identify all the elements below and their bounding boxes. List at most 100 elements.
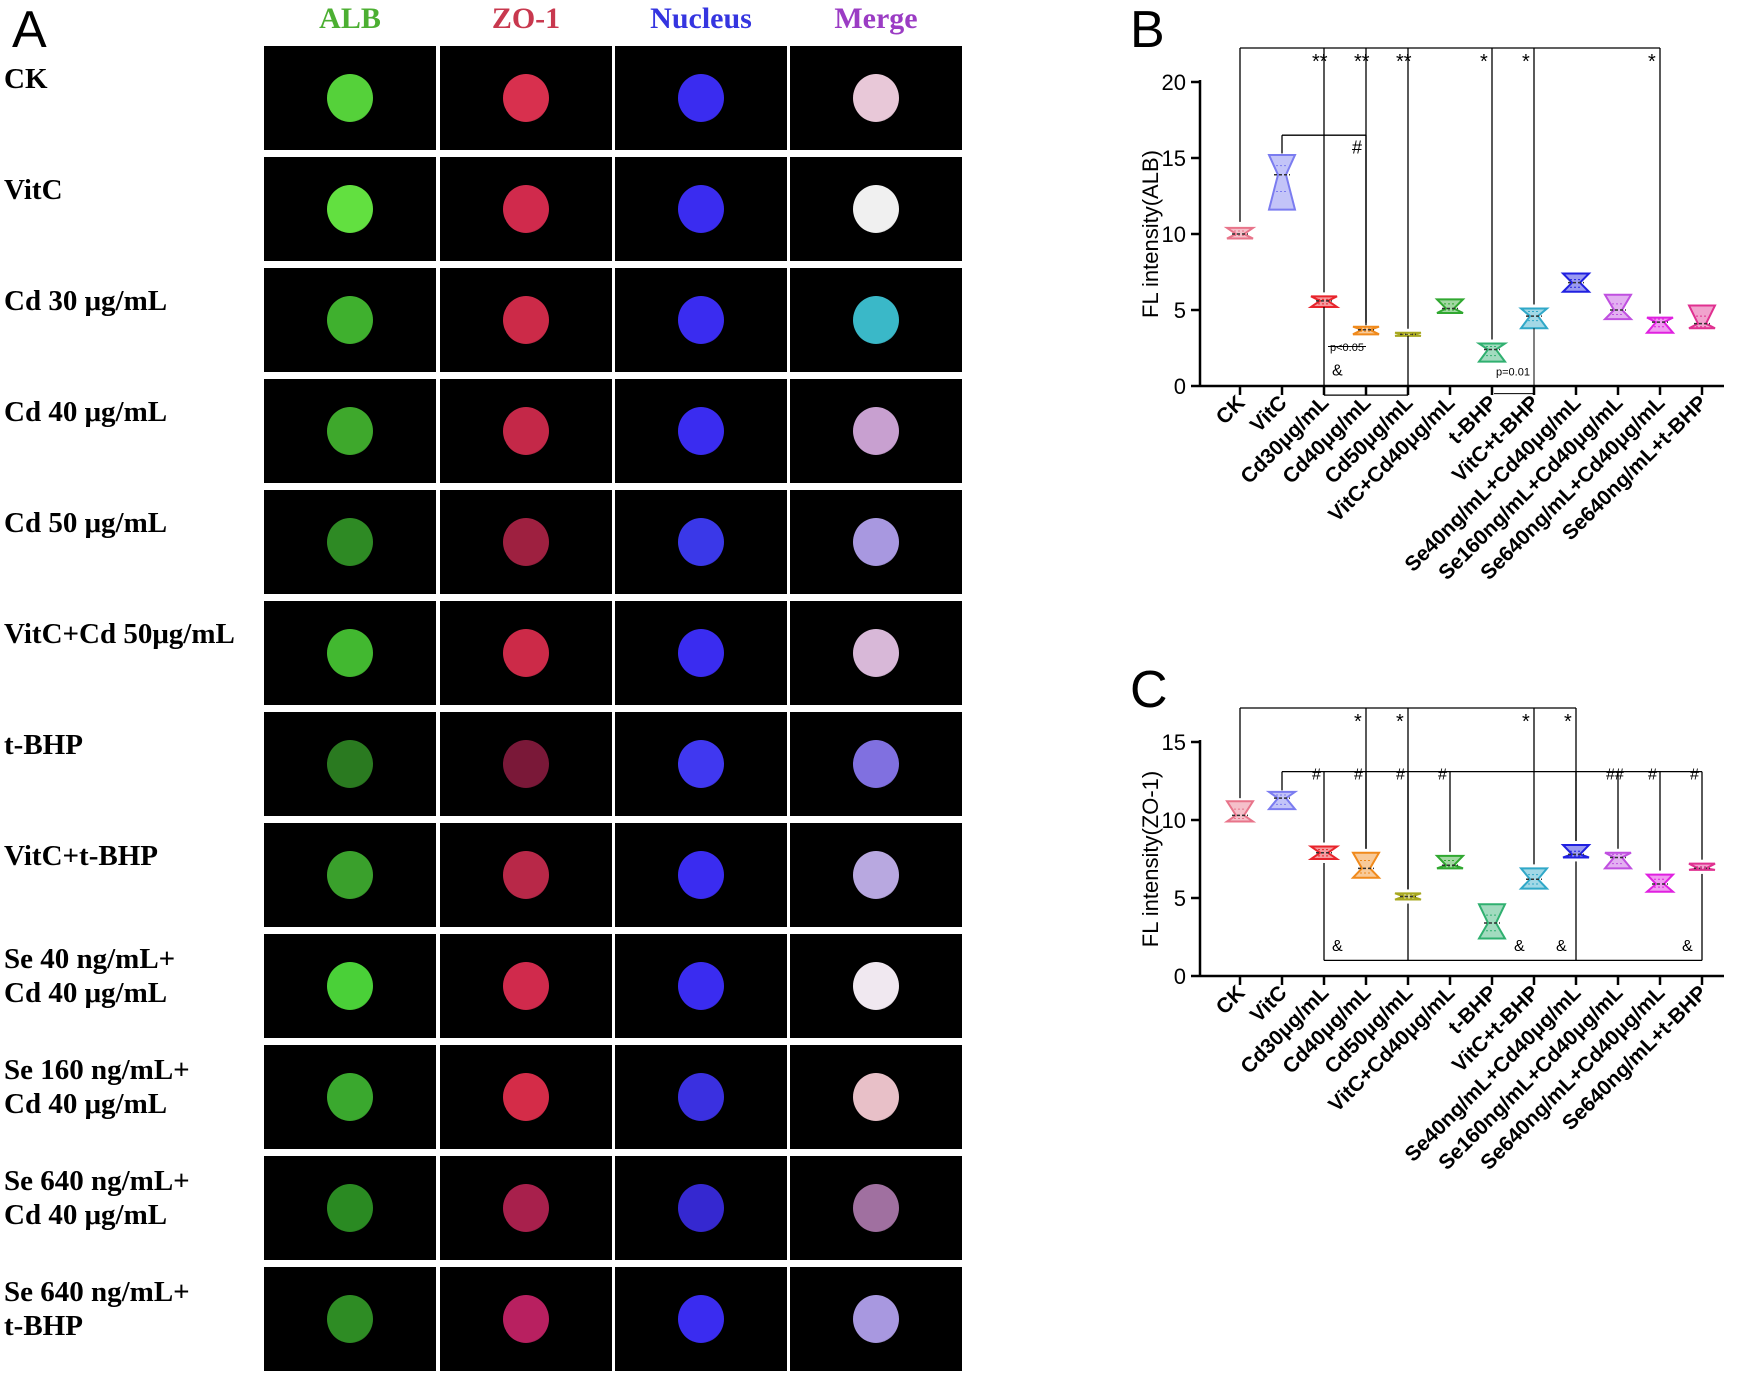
row-label-line: Se 640 ng/mL+ — [4, 1165, 190, 1197]
stained-cell-blob — [503, 74, 549, 122]
violin-Cd30μg/mL — [1307, 295, 1341, 308]
significance-annotation: # — [1438, 766, 1447, 783]
micrograph-cell — [615, 934, 787, 1038]
stained-cell-blob — [503, 1295, 549, 1343]
significance-annotation: # — [1312, 766, 1321, 783]
stained-cell-blob — [853, 74, 899, 122]
violin-t-BHP — [1477, 903, 1507, 940]
violin-VitC+Cd40μg/mL — [1434, 298, 1466, 315]
significance-annotation: * — [1354, 711, 1362, 733]
micrograph-cell — [790, 601, 962, 705]
micrograph-cell — [790, 379, 962, 483]
stained-cell-blob — [327, 518, 373, 566]
row-label-line: Cd 40 μg/mL — [4, 977, 168, 1009]
stained-cell-blob — [503, 851, 549, 899]
micrograph-cell — [440, 823, 612, 927]
significance-annotation: # — [1648, 766, 1657, 783]
significance-annotation: # — [1396, 766, 1405, 783]
y-tick-label: 10 — [1162, 808, 1186, 833]
violin-VitC — [1267, 153, 1297, 211]
stained-cell-blob — [503, 1073, 549, 1121]
significance-annotation: ** — [1396, 51, 1412, 73]
micrograph-cell — [615, 268, 787, 372]
micrograph-cell — [264, 157, 436, 261]
significance-annotation: # — [1354, 766, 1363, 783]
stained-cell-blob — [503, 740, 549, 788]
stained-cell-blob — [853, 296, 899, 344]
y-axis-label: FL intensity(ALB) — [1138, 150, 1163, 318]
micrograph-cell — [615, 46, 787, 150]
stained-cell-blob — [503, 407, 549, 455]
micrograph-cell — [440, 46, 612, 150]
micrograph-cell — [440, 379, 612, 483]
violin-Cd40μg/mL — [1352, 325, 1380, 336]
micrograph-cell — [440, 601, 612, 705]
violin-VitC — [1265, 790, 1299, 811]
stained-cell-blob — [503, 1184, 549, 1232]
violin-Se640ng/mL+t-BHP — [1687, 304, 1717, 330]
micrograph-cell — [615, 157, 787, 261]
micrograph-cell — [264, 601, 436, 705]
stained-cell-blob — [853, 1184, 899, 1232]
micrograph-cell — [790, 157, 962, 261]
stained-cell-blob — [327, 740, 373, 788]
micrograph-cell — [615, 601, 787, 705]
micrograph-cell — [440, 268, 612, 372]
column-header-nucleus: Nucleus — [650, 2, 752, 35]
stained-cell-blob — [678, 740, 724, 788]
row-label: Cd 50 μg/mL — [4, 506, 264, 540]
significance-annotation: # — [1352, 137, 1362, 157]
significance-annotation: & — [1682, 938, 1693, 955]
stained-cell-blob — [678, 518, 724, 566]
stained-cell-blob — [327, 407, 373, 455]
violin-VitC+t-BHP — [1518, 867, 1550, 890]
significance-annotation: * — [1564, 711, 1572, 733]
row-label: CK — [4, 62, 264, 96]
x-tick-label: CK — [1212, 391, 1250, 429]
stained-cell-blob — [678, 1073, 724, 1121]
micrograph-cell — [440, 1156, 612, 1260]
y-tick-label: 5 — [1174, 886, 1186, 911]
significance-annotation: * — [1480, 51, 1488, 73]
micrograph-cell — [440, 490, 612, 594]
micrograph-cell — [790, 712, 962, 816]
row-label: VitC+t-BHP — [4, 839, 264, 873]
stained-cell-blob — [853, 407, 899, 455]
significance-annotation: * — [1648, 51, 1656, 73]
violin-Se160ng/mL+Cd40μg/mL — [1602, 293, 1634, 321]
stained-cell-blob — [678, 407, 724, 455]
micrograph-cell — [264, 1045, 436, 1149]
micrograph-cell — [264, 1267, 436, 1371]
micrograph-cell — [615, 712, 787, 816]
row-label-line: Cd 40 μg/mL — [4, 1199, 168, 1231]
y-tick-label: 10 — [1162, 222, 1186, 247]
significance-annotation: # — [1690, 766, 1699, 783]
stained-cell-blob — [678, 629, 724, 677]
stained-cell-blob — [503, 629, 549, 677]
row-label-line: CK — [4, 63, 48, 95]
micrograph-cell — [790, 1267, 962, 1371]
significance-annotation: & — [1332, 362, 1343, 379]
stained-cell-blob — [327, 629, 373, 677]
row-label: VitC — [4, 173, 264, 207]
stained-cell-blob — [503, 518, 549, 566]
significance-annotation: ** — [1312, 51, 1328, 73]
significance-annotation: * — [1522, 51, 1530, 73]
significance-annotation: * — [1522, 711, 1530, 733]
row-label-line: Cd 40 μg/mL — [4, 1088, 168, 1120]
stained-cell-blob — [327, 851, 373, 899]
micrograph-cell — [790, 1045, 962, 1149]
stained-cell-blob — [678, 851, 724, 899]
panel-c-letter: C — [1130, 661, 1168, 719]
stained-cell-blob — [678, 1295, 724, 1343]
micrograph-cell — [790, 934, 962, 1038]
stained-cell-blob — [853, 851, 899, 899]
significance-annotation: & — [1556, 938, 1567, 955]
row-label-line: VitC+Cd 50μg/mL — [4, 618, 235, 650]
micrograph-cell — [790, 46, 962, 150]
row-label-line: VitC+t-BHP — [4, 840, 158, 872]
violin-VitC+t-BHP — [1518, 307, 1550, 330]
micrograph-cell — [264, 934, 436, 1038]
